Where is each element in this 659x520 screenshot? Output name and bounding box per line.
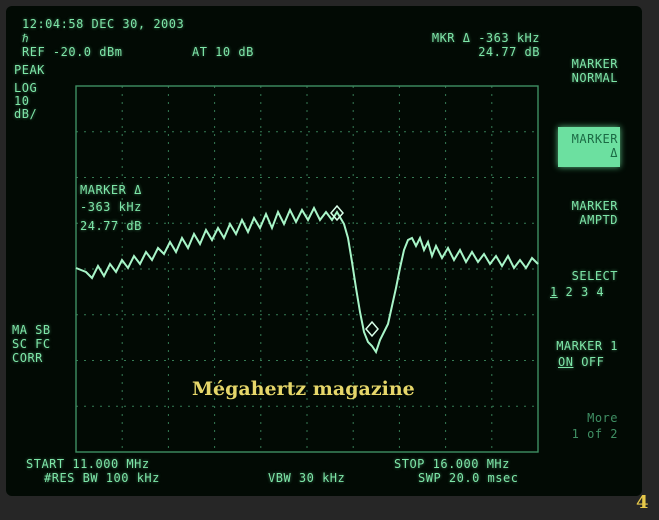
graticule-grid (76, 86, 538, 452)
softkey-marker-amptd-line2: AMPTD (579, 213, 618, 227)
marker-annotation-title: MARKER Δ (80, 183, 142, 197)
scale-unit: dB/ (14, 107, 38, 121)
softkey-marker-normal-line1: MARKER (571, 57, 618, 71)
softkey-marker-delta-line2: Δ (610, 146, 618, 160)
select-option-1: 1 (550, 285, 558, 299)
scale-value: 10 (14, 94, 30, 108)
marker-readout-level: 24.77 dB (478, 45, 540, 59)
stop-frequency: STOP 16.000 MHz (394, 457, 510, 471)
status-line-1: MA SB (12, 323, 51, 337)
spectrum-trace (75, 205, 539, 355)
select-option-2: 2 (565, 285, 574, 299)
softkey-more-line2: 1 of 2 (571, 427, 618, 441)
marker-annotation-level: 24.77 dB (80, 219, 142, 233)
status-line-2: SC FC (12, 337, 51, 351)
softkey-select-label: SELECT (571, 269, 618, 283)
status-line-3: CORR (12, 351, 43, 365)
video-bandwidth: VBW 30 kHz (268, 471, 346, 485)
analyzer-screen: 12:04:58 DEC 30, 2003 ℏ REF -20.0 dBm AT… (6, 6, 642, 496)
softkey-marker1-state: ON OFF (558, 356, 604, 369)
marker-readout-frequency: MKR Δ -363 kHz (431, 31, 540, 45)
marker1-off: OFF (581, 355, 605, 369)
magazine-watermark: Mégahertz magazine (192, 378, 415, 400)
marker-annotation-frequency: -363 kHz (80, 200, 142, 214)
detector-mode: PEAK (14, 63, 45, 77)
marker1-on: ON (558, 355, 574, 369)
softkey-marker-delta[interactable]: MARKER Δ (558, 127, 620, 167)
hp-logo-icon: ℏ (22, 32, 30, 45)
softkey-more-line1: More (587, 411, 618, 425)
attenuation: AT 10 dB (192, 45, 254, 59)
scale-type: LOG (14, 81, 38, 95)
select-option-4: 4 (596, 285, 605, 299)
start-frequency: START 11.000 MHz (26, 457, 150, 471)
spectrum-display (75, 85, 539, 453)
softkey-marker-amptd-line1: MARKER (571, 199, 618, 213)
select-option-3: 3 (580, 285, 589, 299)
page-number: 4 (636, 492, 649, 513)
softkey-marker-delta-line1: MARKER (571, 132, 618, 146)
reference-marker-icon (330, 204, 344, 222)
sweep-time: SWP 20.0 msec (418, 471, 519, 485)
softkey-marker-normal-line2: NORMAL (571, 71, 618, 85)
resolution-bandwidth: #RES BW 100 kHz (44, 471, 160, 485)
softkey-marker1-label: MARKER 1 (556, 339, 618, 353)
timestamp: 12:04:58 DEC 30, 2003 (22, 17, 185, 31)
softkey-select-options: 1 2 3 4 (550, 286, 604, 299)
delta-marker-icon (365, 320, 379, 338)
reference-level: REF -20.0 dBm (22, 45, 123, 59)
